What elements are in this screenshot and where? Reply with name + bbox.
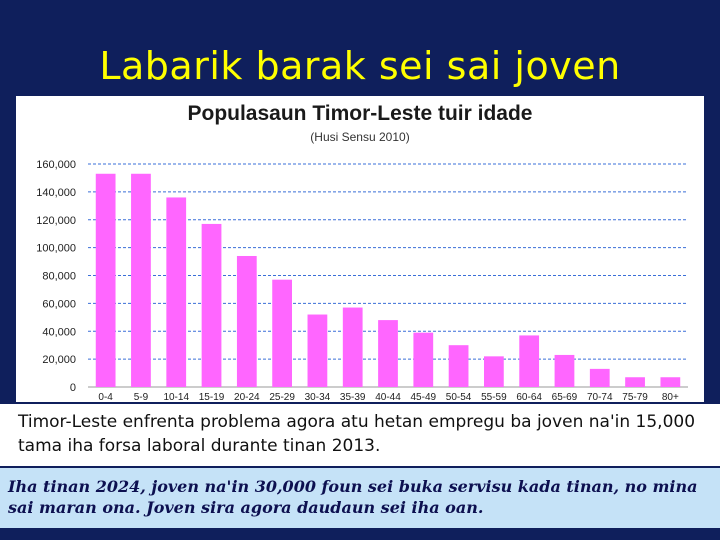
- bar: [342, 307, 363, 387]
- population-bar-chart: 0 20,000 40,000 60,000 80,000 100,000 120,000 1…: [36, 159, 688, 402]
- x-tick-label: 75-79: [622, 392, 648, 402]
- bar: [625, 377, 645, 387]
- y-tick-label: 80,000: [42, 271, 76, 283]
- x-tick-label: 20-24: [234, 392, 260, 402]
- bar: [554, 354, 575, 387]
- bar: [519, 335, 540, 387]
- bar: [236, 255, 257, 387]
- x-tick-label: 50-54: [446, 392, 472, 402]
- bar: [166, 197, 187, 387]
- bar: [589, 368, 610, 387]
- x-tick-label: 5-9: [134, 392, 149, 402]
- x-tick-label: 65-69: [552, 392, 578, 402]
- bar: [413, 332, 434, 387]
- y-tick-label: 100,000: [36, 243, 76, 255]
- body-text: Timor-Leste enfrenta problema agora atu …: [18, 412, 696, 456]
- bar: [307, 314, 328, 387]
- y-tick-label: 120,000: [36, 215, 76, 227]
- chart-subtitle: (Husi Sensu 2010): [310, 130, 410, 144]
- slide-title: Labarik barak sei sai joven: [99, 44, 621, 88]
- x-tick-label: 60-64: [516, 392, 542, 402]
- bar: [272, 279, 292, 387]
- chart-title: Populasaun Timor-Leste tuir idade: [187, 102, 533, 125]
- y-tick-label: 140,000: [36, 187, 76, 199]
- x-tick-label: 70-74: [587, 392, 613, 402]
- bar: [131, 173, 151, 387]
- x-tick-label: 35-39: [340, 392, 366, 402]
- x-tick-label: 25-29: [269, 392, 295, 402]
- x-tick-label: 80+: [662, 392, 679, 402]
- x-tick-label: 40-44: [375, 392, 401, 402]
- footer-text: Iha tinan 2024, joven na'in 30,000 foun …: [8, 477, 698, 517]
- bar: [660, 377, 681, 387]
- x-tick-label: 10-14: [163, 392, 189, 402]
- y-tick-label: 160,000: [36, 159, 76, 171]
- y-tick-label: 40,000: [42, 326, 76, 338]
- x-tick-label: 0-4: [98, 392, 113, 402]
- y-tick-label: 60,000: [42, 298, 76, 310]
- x-tick-label: 30-34: [305, 392, 331, 402]
- y-tick-label: 20,000: [42, 354, 76, 366]
- x-tick-label: 55-59: [481, 392, 507, 402]
- bar: [484, 356, 504, 387]
- bar: [95, 173, 116, 387]
- footer-box: Iha tinan 2024, joven na'in 30,000 foun …: [0, 468, 720, 528]
- bar: [448, 345, 469, 387]
- x-tick-label: 45-49: [411, 392, 437, 402]
- bar: [201, 223, 222, 387]
- bar: [378, 320, 398, 387]
- body-text-box: Timor-Leste enfrenta problema agora atu …: [0, 404, 720, 466]
- x-tick-label: 15-19: [199, 392, 225, 402]
- chart-panel: Populasaun Timor-Leste tuir idade (Husi …: [16, 96, 704, 402]
- y-tick-label: 0: [70, 382, 76, 394]
